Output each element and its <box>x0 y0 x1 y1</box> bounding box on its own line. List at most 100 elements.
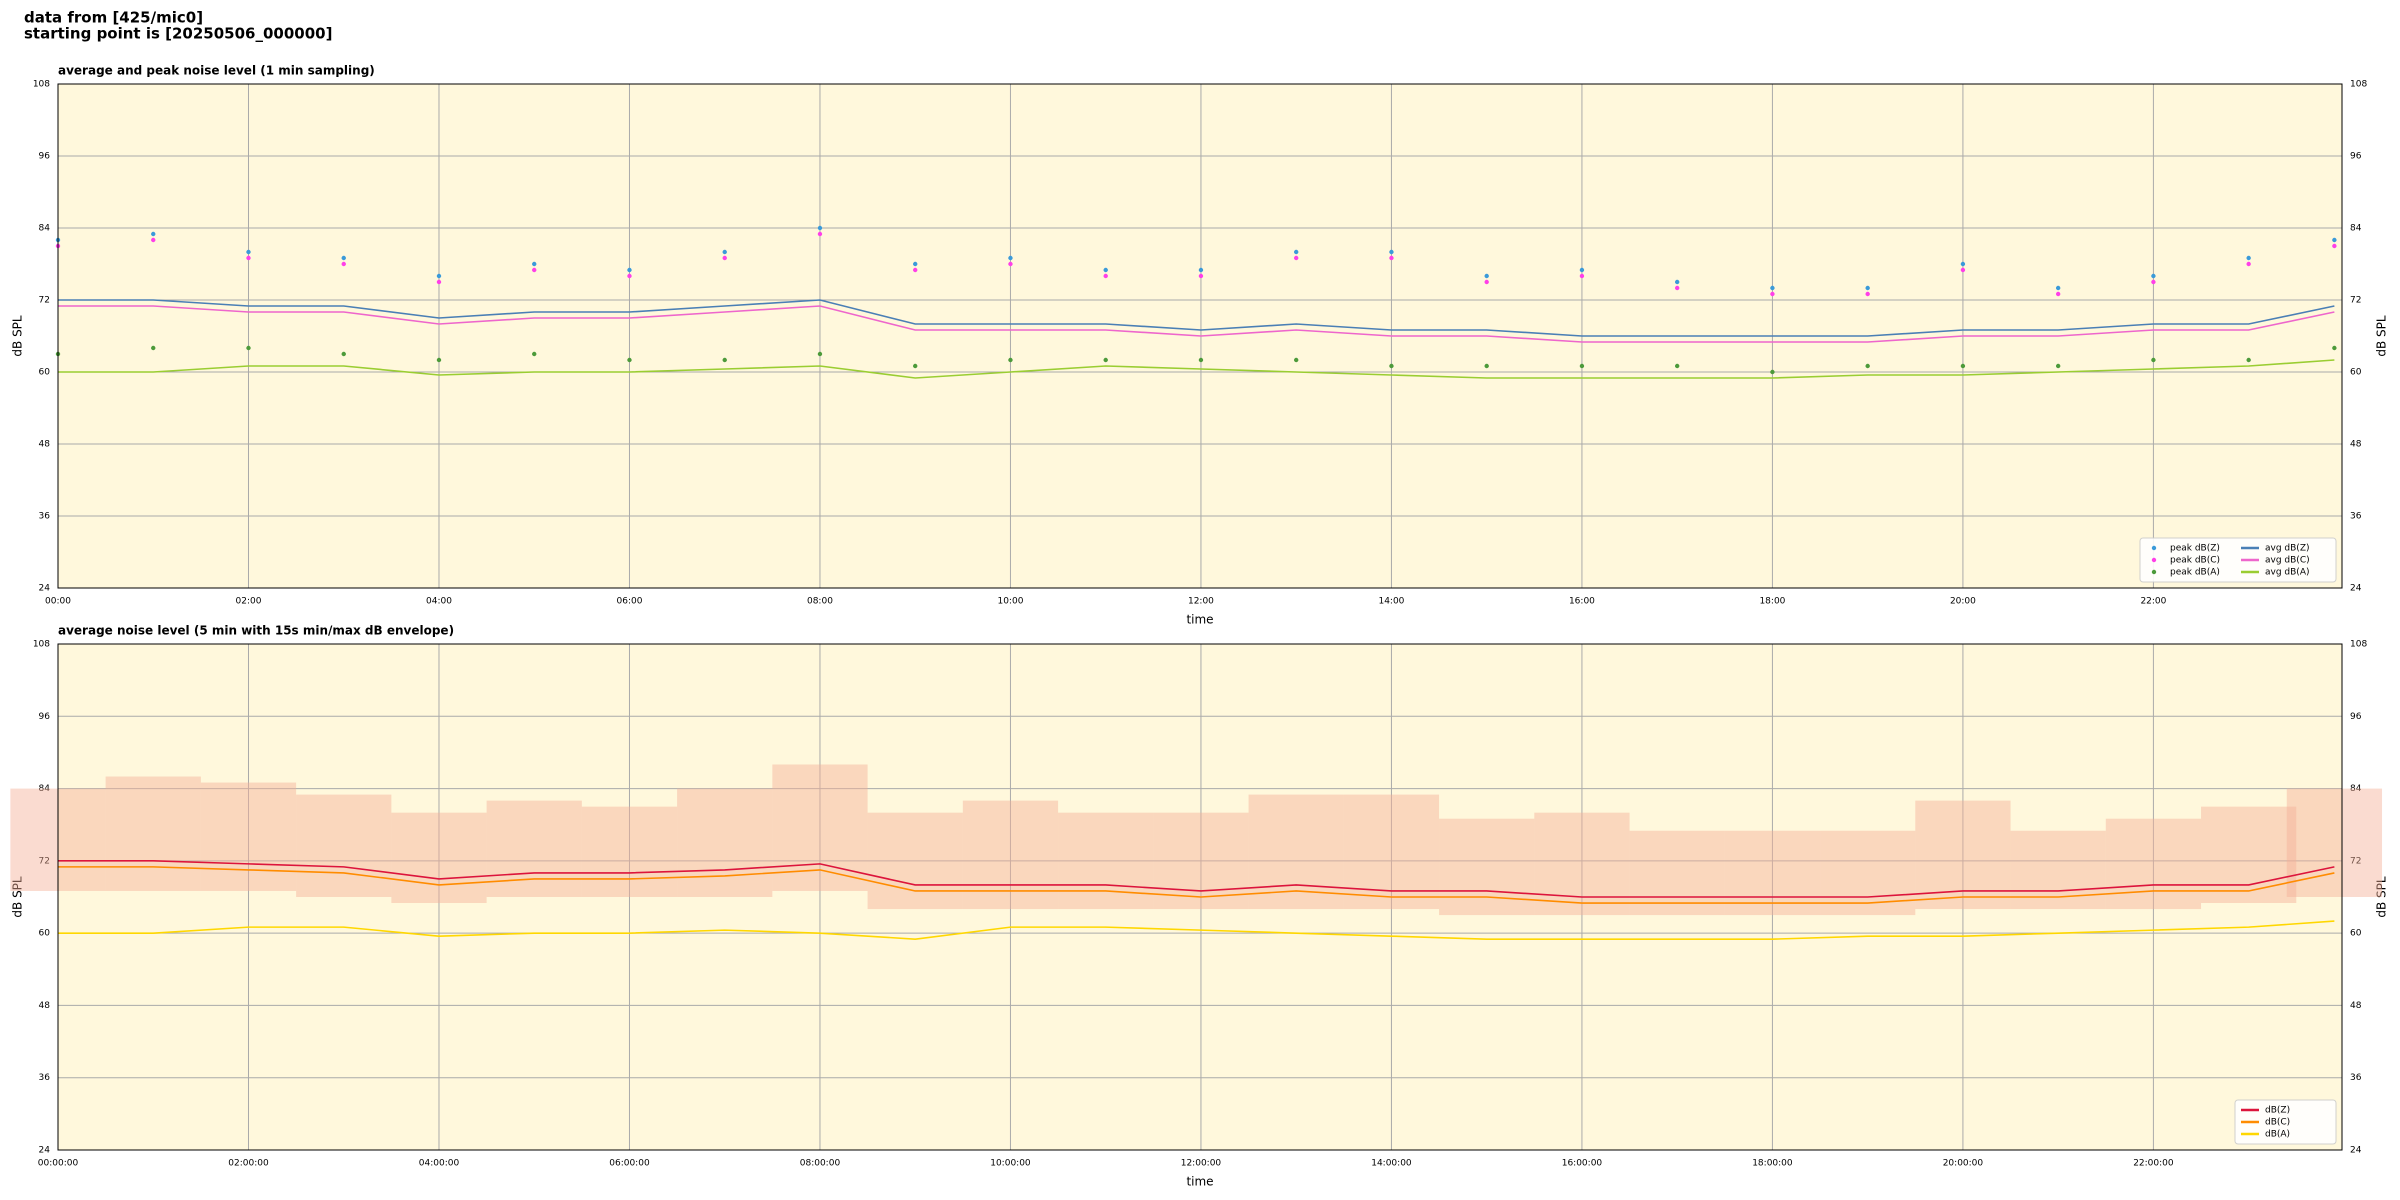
series-line <box>58 920 2335 940</box>
y-tick-label: 48 <box>2350 440 2362 450</box>
x-axis-label: time <box>1186 613 1213 627</box>
peak-point <box>722 357 727 363</box>
y-tick-label: 24 <box>39 584 51 594</box>
peak-point <box>1865 285 1870 291</box>
peak-point <box>2151 273 2156 279</box>
x-tick-label: 22:00:00 <box>2133 1159 2174 1169</box>
peak-point <box>817 351 823 357</box>
y-tick-label: 36 <box>39 512 51 522</box>
y-axis-label: dB SPL <box>11 315 25 357</box>
y-axis-label: dB SPL <box>2375 315 2389 357</box>
x-tick-label: 18:00:00 <box>1752 1159 1793 1169</box>
peak-point <box>2055 285 2061 291</box>
y-tick-label: 108 <box>33 80 50 90</box>
y-tick-label: 96 <box>2350 712 2362 722</box>
peak-point <box>1103 273 1108 279</box>
x-tick-label: 20:00 <box>1950 597 1976 607</box>
peak-point <box>1579 267 1585 273</box>
peak-point <box>1198 273 1204 279</box>
peak-point <box>532 351 537 357</box>
envelope-band <box>1629 830 1725 916</box>
peak-point <box>1484 279 1489 285</box>
peak-point <box>1770 291 1775 297</box>
peak-point <box>627 357 632 363</box>
x-tick-label: 12:00:00 <box>1181 1159 1222 1169</box>
peak-point <box>436 357 442 363</box>
peak-point <box>1198 267 1204 273</box>
header-line: starting point is [20250506_000000] <box>24 25 332 43</box>
peak-point <box>1674 363 1680 369</box>
peak-point <box>913 267 918 273</box>
legend-swatch <box>2151 569 2157 575</box>
peak-point <box>2332 237 2337 243</box>
series-line <box>58 299 2335 337</box>
envelope-band <box>1343 794 1440 910</box>
x-tick-label: 16:00 <box>1569 597 1595 607</box>
peak-point <box>2055 363 2061 369</box>
peak-point <box>532 267 537 273</box>
peak-point <box>913 261 918 267</box>
peak-point <box>2246 357 2251 363</box>
y-tick-label: 36 <box>2350 1073 2362 1083</box>
envelope-band <box>486 800 582 897</box>
peak-point <box>2151 279 2156 285</box>
envelope-band <box>1724 830 1821 916</box>
peak-point <box>1198 357 1204 363</box>
y-tick-label: 24 <box>2350 1146 2362 1156</box>
peak-point <box>1103 267 1108 273</box>
peak-point <box>1293 255 1299 261</box>
series-line <box>58 866 2335 904</box>
envelope-band <box>867 812 963 910</box>
x-tick-label: 04:00:00 <box>419 1159 460 1169</box>
x-tick-label: 12:00 <box>1188 597 1214 607</box>
envelope-band <box>2105 818 2202 910</box>
peak-point <box>2246 261 2251 267</box>
legend-box <box>2234 1099 2337 1145</box>
peak-point <box>1770 285 1775 291</box>
y-tick-label: 96 <box>2350 152 2362 162</box>
legend-label: dB(Z) <box>2265 1106 2290 1116</box>
y-tick-label: 48 <box>2350 1001 2362 1011</box>
peak-point <box>1103 357 1108 363</box>
legend-label: peak dB(Z) <box>2170 544 2220 554</box>
y-tick-label: 24 <box>2350 584 2362 594</box>
y-tick-label: 48 <box>39 440 51 450</box>
envelope-band <box>2010 830 2106 910</box>
y-tick-label: 60 <box>39 929 51 939</box>
peak-point <box>1008 357 1013 363</box>
y-tick-label: 108 <box>33 640 50 650</box>
peak-point <box>1770 369 1775 375</box>
peak-point <box>2055 291 2061 297</box>
peak-point <box>246 249 251 255</box>
plot-frame <box>57 83 2343 589</box>
peak-point <box>151 237 156 243</box>
peak-point <box>1674 279 1680 285</box>
peak-point <box>1865 363 1870 369</box>
envelope-band <box>200 782 297 891</box>
x-tick-label: 00:00:00 <box>38 1159 79 1169</box>
peak-point <box>1674 285 1680 291</box>
legend-label: peak dB(C) <box>2170 556 2220 566</box>
legend-swatch <box>2151 557 2157 563</box>
peak-point <box>1389 249 1394 255</box>
envelope-band <box>1534 812 1630 916</box>
y-tick-label: 36 <box>39 1073 51 1083</box>
x-tick-label: 16:00:00 <box>1562 1159 1603 1169</box>
peak-point <box>1579 363 1585 369</box>
x-tick-label: 00:00 <box>45 597 71 607</box>
peak-point <box>2332 345 2337 351</box>
legend-label: avg dB(A) <box>2265 568 2309 578</box>
envelope-band <box>1153 812 1249 910</box>
y-tick-label: 84 <box>39 784 51 794</box>
x-tick-label: 06:00 <box>617 597 643 607</box>
peak-point <box>627 267 632 273</box>
legend-label: peak dB(A) <box>2170 568 2220 578</box>
y-tick-label: 84 <box>39 224 51 234</box>
peak-point <box>722 249 727 255</box>
peak-point <box>1389 255 1394 261</box>
chart-title: average and peak noise level (1 min samp… <box>58 64 375 78</box>
y-tick-label: 60 <box>2350 929 2362 939</box>
envelope-band <box>2201 806 2297 904</box>
header-line: data from [425/mic0] <box>24 9 203 27</box>
peak-point <box>246 255 251 261</box>
